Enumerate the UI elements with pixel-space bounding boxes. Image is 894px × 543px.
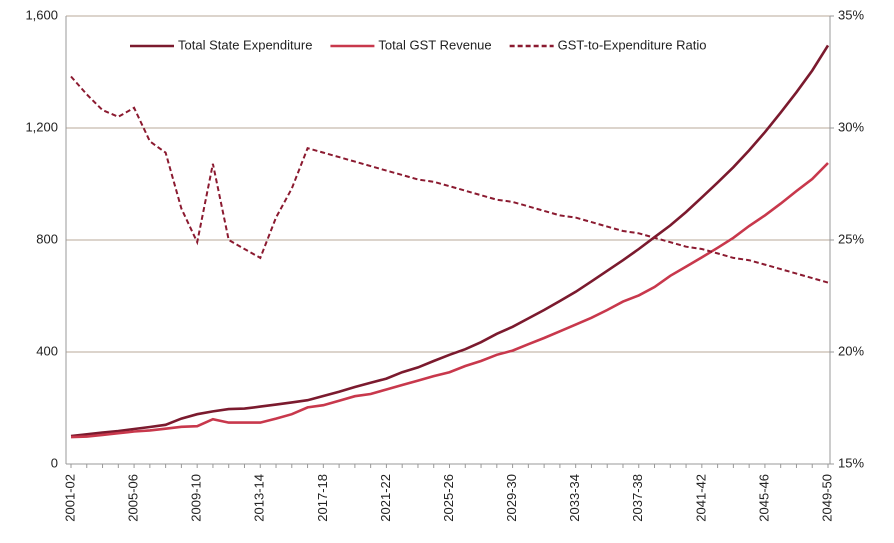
x-tick-label: 2049-50 (819, 474, 834, 522)
x-tick-label: 2009-10 (189, 474, 204, 522)
y2-tick-label: 15% (838, 455, 864, 470)
series-line (70, 44, 830, 438)
x-tick-label: 2013-14 (252, 474, 267, 522)
x-tick-label: 2029-30 (504, 474, 519, 522)
y2-tick-label: 30% (838, 119, 864, 134)
y-tick-label: 1,200 (25, 119, 58, 134)
y-tick-label: 1,600 (25, 7, 58, 22)
x-tick-label: 2045-46 (756, 474, 771, 522)
y2-tick-label: 25% (838, 231, 864, 246)
x-tick-label: 2021-22 (378, 474, 393, 522)
x-tick-label: 2001-02 (62, 474, 77, 522)
y-tick-label: 400 (36, 343, 58, 358)
legend: Total State Expenditure Total GST Revenue… (130, 37, 707, 52)
legend-label: Total GST Revenue (378, 37, 491, 52)
series-line (70, 75, 829, 284)
x-tick-label: 2033-34 (567, 474, 582, 522)
legend-label: GST-to-Expenditure Ratio (558, 37, 707, 52)
x-tick-label: 2005-06 (126, 474, 141, 522)
legend-label: Total State Expenditure (178, 37, 312, 52)
series-line (70, 162, 829, 439)
y2-tick-label: 20% (838, 343, 864, 358)
y2-tick-label: 35% (838, 7, 864, 22)
x-tick-label: 2037-38 (630, 474, 645, 522)
x-tick-label: 2041-42 (693, 474, 708, 522)
x-tick-label: 2017-18 (315, 474, 330, 522)
y-tick-label: 800 (36, 231, 58, 246)
y-tick-label: 0 (51, 455, 58, 470)
x-tick-label: 2025-26 (441, 474, 456, 522)
